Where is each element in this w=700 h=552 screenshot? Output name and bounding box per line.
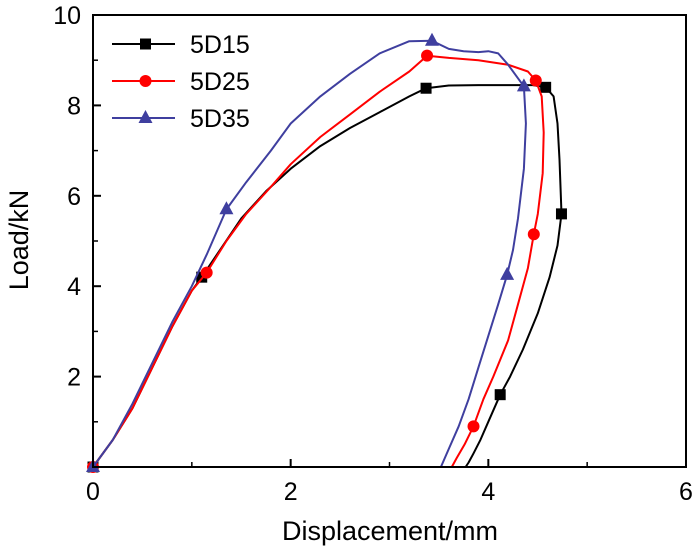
data-point-5D25 [421, 49, 434, 62]
data-point-5D25 [529, 74, 542, 87]
y-tick-label: 10 [53, 2, 81, 30]
y-axis-label: Load/kN [4, 190, 34, 291]
plot-frame [92, 14, 687, 468]
data-point-5D15 [420, 82, 432, 94]
x-tick-label: 6 [679, 478, 693, 506]
data-point-5D15 [555, 208, 567, 220]
y-tick-label: 2 [67, 364, 81, 392]
data-point-5D15 [494, 389, 506, 401]
data-point-5D35 [500, 266, 515, 280]
x-tick-label: 4 [481, 478, 495, 506]
y-tick-label: 6 [67, 183, 81, 211]
data-point-5D15 [540, 81, 552, 93]
data-point-5D25 [527, 228, 540, 241]
x-tick-label: 0 [86, 478, 100, 506]
legend-label-5D15: 5D15 [190, 31, 250, 59]
y-tick-label: 4 [67, 273, 81, 301]
legend-label-5D25: 5D25 [190, 68, 250, 96]
axes: 0 2 4 6 2 4 6 8 10 [53, 2, 693, 506]
series-line-5D15 [92, 84, 563, 468]
data-point-5D35 [424, 32, 439, 46]
x-tick-label: 2 [284, 478, 298, 506]
data-point-5D35 [516, 78, 531, 92]
legend-marker-5D35 [138, 109, 153, 123]
series-line-5D35 [92, 39, 527, 468]
data-point-5D25 [200, 266, 213, 279]
plot-area [86, 32, 567, 473]
y-tick-label: 8 [67, 92, 81, 120]
series-line-5D25 [92, 54, 545, 468]
legend-marker-5D15 [140, 38, 151, 50]
legend: 5D15 5D25 5D35 [112, 31, 250, 133]
legend-marker-5D25 [139, 75, 152, 87]
x-axis-label: Displacement/mm [282, 516, 498, 546]
data-point-5D35 [219, 201, 234, 215]
legend-label-5D35: 5D35 [190, 105, 250, 133]
data-point-5D25 [467, 420, 480, 433]
